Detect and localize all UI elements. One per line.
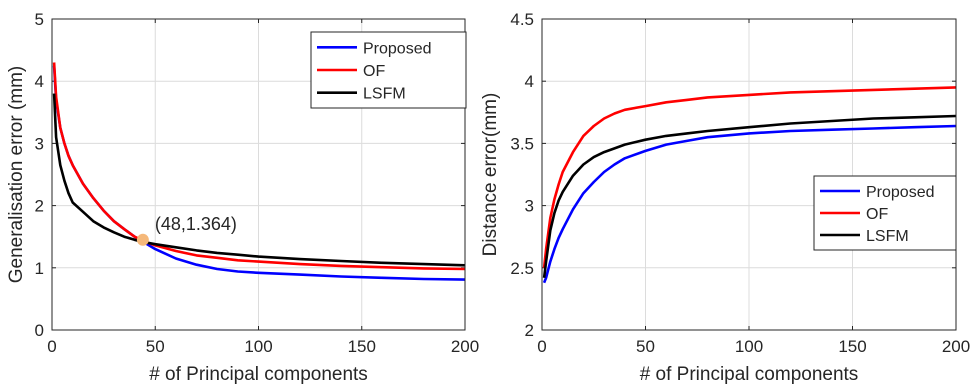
y-tick-label: 2	[35, 197, 44, 216]
x-tick-label: 100	[735, 337, 763, 356]
legend: Proposed OF LSFM	[310, 31, 467, 109]
plot-frame	[51, 18, 466, 331]
x-tick-label: 50	[146, 337, 165, 356]
y-tick-label: 2	[525, 321, 534, 340]
annotation-marker	[136, 233, 149, 246]
legend-label: OF	[363, 63, 385, 80]
y-axis-label: Distance error(mm)	[480, 93, 501, 257]
y-tick-label: 3.5	[510, 134, 534, 153]
y-tick-label: 3	[35, 134, 44, 153]
legend-label: LSFM	[866, 228, 909, 245]
y-tick-label: 0	[35, 321, 44, 340]
x-tick-label: 200	[451, 337, 479, 356]
x-tick-label: 100	[244, 337, 272, 356]
y-tick-label: 5	[35, 10, 44, 29]
series-line-lsfm	[542, 114, 957, 278]
x-tick-label: 150	[348, 337, 376, 356]
x-axis-label: # of Principal components	[640, 364, 859, 385]
annotation-label: (48,1.364)	[155, 214, 237, 234]
y-tick-label: 4	[525, 72, 534, 91]
x-tick-label: 150	[838, 337, 866, 356]
x-tick-label: 0	[537, 337, 546, 356]
legend-label: OF	[866, 206, 888, 223]
legend-label: Proposed	[363, 40, 432, 57]
legend: Proposed OF LSFM	[813, 175, 957, 251]
x-tick-label: 200	[942, 337, 970, 356]
legend-label: LSFM	[363, 86, 406, 103]
x-tick-label: 0	[47, 337, 56, 356]
y-tick-label: 4	[35, 72, 44, 91]
chart-1: 0 50 100 150 200 0 1 2 3 4 5 # of Principal compone…	[6, 10, 479, 385]
series-line-of	[542, 86, 957, 268]
plot-frame	[541, 18, 957, 331]
y-tick-label: 2.5	[510, 259, 534, 278]
y-tick-label: 1	[35, 259, 44, 278]
x-axis-label: # of Principal components	[149, 364, 368, 385]
y-axis-label: Generalisation error (mm)	[6, 66, 27, 284]
x-tick-label: 50	[636, 337, 655, 356]
legend-label: Proposed	[866, 184, 935, 201]
series-line-proposed	[542, 124, 957, 284]
y-tick-label: 3	[525, 197, 534, 216]
chart-2: 0 50 100 150 200 2 2.5 3 3.5 4 4.5 # of Principal c…	[480, 10, 970, 385]
y-tick-label: 4.5	[510, 10, 534, 29]
